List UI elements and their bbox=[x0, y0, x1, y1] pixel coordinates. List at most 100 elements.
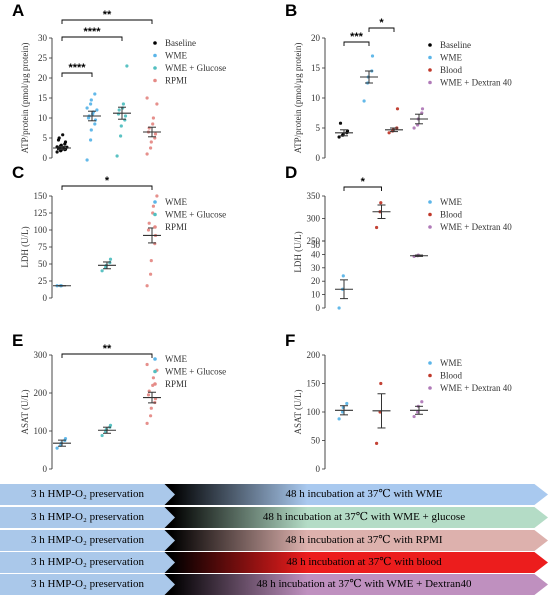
panel-c-letter: C bbox=[12, 163, 24, 182]
panel-d-point-0-0 bbox=[337, 306, 341, 310]
panel-b-ytick-label-2: 10 bbox=[311, 93, 321, 103]
panel-e: E 0 100 200 300 ASAT (U/L) ** WME WME + Glucose R… bbox=[12, 331, 226, 474]
panel-d-ytick-top-label-1: 300 bbox=[307, 214, 321, 224]
panel-a-ytick-label-6: 30 bbox=[38, 33, 48, 43]
panel-a-point-2-8 bbox=[121, 102, 125, 106]
panel-f-point-2-3 bbox=[420, 400, 424, 404]
panel-b-point-1-4 bbox=[370, 54, 375, 58]
panel-f-legend-item-1: Blood bbox=[440, 371, 463, 381]
panel-f-point-0-1 bbox=[341, 410, 345, 414]
panel-c-ylabel: LDH (U/L) bbox=[20, 226, 30, 267]
panel-f: F 0 50 100 150 200 ASAT (U/L) WME Blood WME + Dex… bbox=[285, 331, 512, 474]
panel-a-sig-bracket-0 bbox=[61, 72, 93, 77]
panel-a-point-3-4 bbox=[153, 132, 158, 136]
panel-b-ytick-label-3: 15 bbox=[311, 63, 321, 73]
protocol-incubation-arrow: 48 h incubation at 37℃ with WME bbox=[160, 484, 548, 505]
protocol-incubation-label: 48 h incubation at 37℃ with WME bbox=[285, 488, 443, 500]
panel-c-point-2-0 bbox=[145, 284, 149, 288]
panel-a-point-3-8 bbox=[151, 116, 155, 120]
panel-a-point-2-1 bbox=[119, 134, 123, 138]
panel-e-point-2-10 bbox=[145, 362, 149, 367]
panel-f-point-0-3 bbox=[345, 401, 349, 406]
panel-a-ytick-label-0: 0 bbox=[43, 153, 48, 163]
panel-a-point-0-17 bbox=[61, 133, 65, 137]
panel-e-ylabel: ASAT (U/L) bbox=[20, 389, 30, 434]
panel-a-legend-item-0: Baseline bbox=[165, 38, 196, 48]
protocol-row: 48 h incubation at 37℃ with WME + glucos… bbox=[0, 507, 548, 528]
panel-a-ylabel: ATP/protein (pmol/µg protein) bbox=[20, 43, 30, 154]
panel-a-legend-item-1: WME bbox=[165, 51, 187, 61]
panel-d-sig-label-0: * bbox=[361, 176, 366, 188]
panel-e-ytick-label-2: 200 bbox=[34, 388, 48, 398]
panel-c-ytick-label-5: 125 bbox=[34, 208, 48, 218]
panel-e-legend-item-1: WME + Glucose bbox=[165, 367, 226, 377]
panel-f-legend-marker-2 bbox=[428, 386, 432, 390]
panel-a-legend-marker-1 bbox=[153, 53, 157, 58]
panel-a-legend-marker-3 bbox=[153, 78, 157, 83]
panel-b-point-3-4 bbox=[420, 107, 425, 111]
panel-c-sig-label-0: * bbox=[105, 175, 110, 187]
panel-f-ytick-label-1: 50 bbox=[311, 436, 321, 446]
panel-b-sig-bracket-1 bbox=[368, 27, 395, 32]
panel-b-legend-marker-0 bbox=[428, 43, 432, 47]
protocol-incubation-arrow: 48 h incubation at 37℃ with RPMI bbox=[160, 530, 548, 551]
panel-a-point-1-0 bbox=[85, 158, 89, 162]
panel-c-ytick-label-1: 25 bbox=[38, 276, 48, 286]
panel-e-sig-label-0: ** bbox=[103, 343, 112, 355]
protocol-incubation-label: 48 h incubation at 37℃ with WME + glucos… bbox=[262, 511, 466, 523]
panel-a-point-2-9 bbox=[125, 64, 129, 68]
panel-d-legend-marker-0 bbox=[428, 200, 432, 204]
panel-a-point-0-0 bbox=[55, 150, 59, 154]
panel-b-sig-bracket-0 bbox=[343, 41, 370, 46]
panel-e-legend-item-2: RPMI bbox=[165, 379, 187, 389]
panel-a-point-1-1 bbox=[89, 138, 93, 142]
panel-a-ytick-label-1: 5 bbox=[43, 133, 48, 143]
protocol-row: 48 h incubation at 37℃ with RPMI 3 h HMP-… bbox=[0, 530, 548, 551]
panel-f-legend-marker-0 bbox=[428, 361, 432, 365]
panel-a-point-1-11 bbox=[89, 102, 93, 106]
panel-a-point-2-2 bbox=[119, 124, 123, 128]
panel-c-point-2-2 bbox=[149, 259, 153, 263]
panel-b-legend-item-1: WME bbox=[440, 53, 462, 63]
panel-b-point-0-5 bbox=[338, 121, 343, 125]
panel-b-point-0-0 bbox=[337, 135, 341, 139]
panel-c-point-2-9 bbox=[155, 194, 159, 198]
panel-d-ytick-bottom-label-3: 30 bbox=[311, 263, 321, 273]
panel-d-ytick-bottom-label-5: 50 bbox=[311, 240, 321, 250]
panel-c-legend-marker-0 bbox=[153, 200, 157, 204]
panel-b-ytick-label-0: 0 bbox=[316, 153, 321, 163]
panel-e-point-1-0 bbox=[100, 433, 104, 438]
panel-a-ytick-label-2: 10 bbox=[38, 113, 48, 123]
panel-c-legend-item-2: RPMI bbox=[165, 222, 187, 232]
panel-b-ytick-label-4: 20 bbox=[311, 33, 321, 43]
panel-b-letter: B bbox=[285, 1, 297, 20]
protocol-incubation-label: 48 h incubation at 37℃ with RPMI bbox=[285, 534, 443, 546]
panel-a-sig-label-1: **** bbox=[83, 26, 101, 38]
panel-b-point-2-0 bbox=[387, 131, 391, 135]
panel-b-ylabel: ATP/protein (pmol/µg protein) bbox=[293, 43, 303, 154]
panel-a-point-3-7 bbox=[151, 122, 155, 126]
panel-f-legend-item-0: WME bbox=[440, 358, 462, 368]
panel-a-letter: A bbox=[12, 1, 24, 20]
panel-f-point-1-2 bbox=[379, 381, 383, 386]
panel-a-ytick-label-3: 15 bbox=[38, 93, 48, 103]
panel-c-point-2-8 bbox=[151, 204, 155, 208]
panel-f-ytick-label-0: 0 bbox=[316, 464, 321, 474]
protocol-preservation-arrow: 3 h HMP-O₂ preservation bbox=[0, 507, 175, 528]
protocol-preservation-arrow: 3 h HMP-O₂ preservation bbox=[0, 574, 175, 595]
panel-b-legend-item-3: WME + Dextran 40 bbox=[440, 78, 512, 88]
panel-a-point-1-12 bbox=[89, 98, 93, 102]
panel-b-legend-item-2: Blood bbox=[440, 65, 463, 75]
panel-f-ytick-label-4: 200 bbox=[307, 350, 321, 360]
panel-b-point-3-0 bbox=[412, 126, 416, 130]
panel-f-ytick-label-2: 100 bbox=[307, 407, 321, 417]
panel-d-ytick-bottom-label-2: 20 bbox=[311, 276, 321, 286]
panel-f-ylabel: ASAT (U/L) bbox=[293, 389, 303, 434]
panel-e-point-2-2 bbox=[149, 406, 153, 410]
panel-a-point-1-2 bbox=[89, 128, 93, 132]
panel-a-sig-bracket-1 bbox=[61, 36, 123, 41]
panel-c-ytick-label-0: 0 bbox=[43, 293, 48, 303]
panel-c-ytick-label-2: 50 bbox=[38, 259, 48, 269]
panel-d-ylabel: LDH (U/L) bbox=[293, 231, 303, 272]
